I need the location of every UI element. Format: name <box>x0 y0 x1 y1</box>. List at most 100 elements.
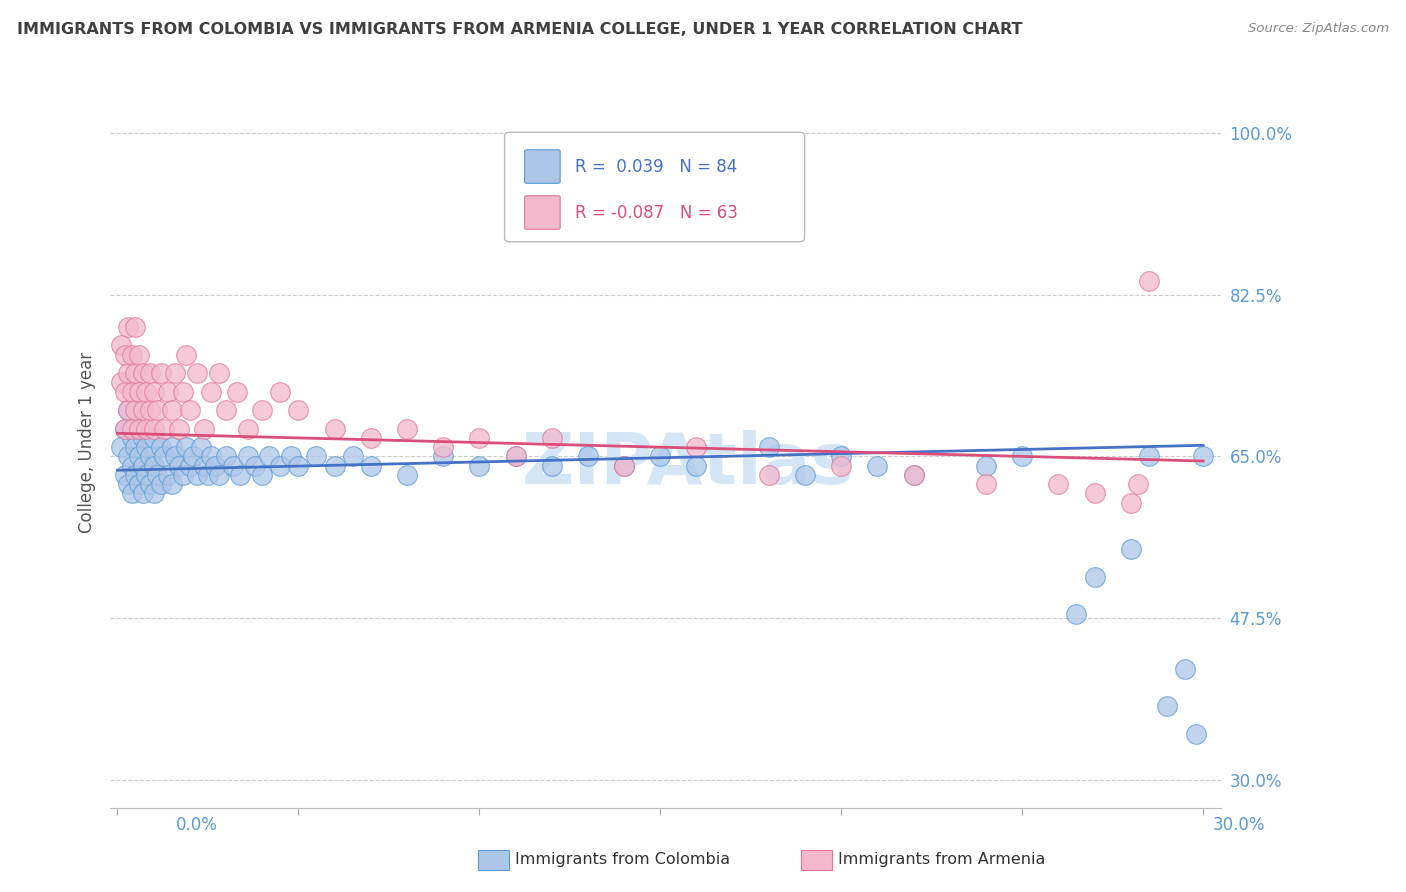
Text: IMMIGRANTS FROM COLOMBIA VS IMMIGRANTS FROM ARMENIA COLLEGE, UNDER 1 YEAR CORREL: IMMIGRANTS FROM COLOMBIA VS IMMIGRANTS F… <box>17 22 1022 37</box>
FancyBboxPatch shape <box>524 195 560 229</box>
Point <box>121 348 143 362</box>
Point <box>146 467 169 482</box>
Point <box>229 467 252 482</box>
Point <box>160 403 183 417</box>
Point <box>114 467 136 482</box>
Point <box>124 366 146 380</box>
Point <box>167 422 190 436</box>
Point <box>117 450 139 464</box>
Point <box>250 467 273 482</box>
Point <box>117 366 139 380</box>
Point <box>193 422 215 436</box>
Point <box>974 458 997 473</box>
Point <box>204 458 226 473</box>
Point <box>1066 607 1088 621</box>
Point <box>576 450 599 464</box>
Point <box>305 450 328 464</box>
Point <box>505 450 527 464</box>
Point <box>280 450 302 464</box>
Point <box>172 467 194 482</box>
Point <box>139 403 162 417</box>
Point <box>124 403 146 417</box>
Point <box>540 458 562 473</box>
Point <box>395 467 418 482</box>
Point <box>197 467 219 482</box>
Point <box>142 422 165 436</box>
Point <box>139 366 162 380</box>
Point <box>208 467 231 482</box>
Point <box>1185 727 1208 741</box>
Point <box>121 431 143 445</box>
Point <box>165 366 187 380</box>
Point <box>183 450 205 464</box>
Point <box>142 458 165 473</box>
Point <box>236 450 259 464</box>
Point <box>160 477 183 491</box>
Point <box>236 422 259 436</box>
Point <box>190 440 212 454</box>
Point <box>132 431 155 445</box>
Point <box>117 403 139 417</box>
Point <box>174 440 197 454</box>
FancyBboxPatch shape <box>505 132 804 242</box>
Point <box>142 431 165 445</box>
Point <box>110 376 132 390</box>
Point <box>117 477 139 491</box>
Text: ZIPAtlas: ZIPAtlas <box>522 430 855 499</box>
Point <box>250 403 273 417</box>
Point <box>139 477 162 491</box>
Point <box>323 422 346 436</box>
Point <box>110 338 132 352</box>
Point <box>128 348 150 362</box>
Point <box>179 458 201 473</box>
Point <box>225 384 247 399</box>
Text: 0.0%: 0.0% <box>176 816 218 834</box>
Point <box>128 422 150 436</box>
Point <box>186 467 208 482</box>
Text: R = -0.087   N = 63: R = -0.087 N = 63 <box>575 203 738 221</box>
Point <box>114 422 136 436</box>
Point <box>124 467 146 482</box>
Point <box>243 458 266 473</box>
Point <box>114 422 136 436</box>
Point <box>160 440 183 454</box>
Point <box>128 384 150 399</box>
Point <box>222 458 245 473</box>
Point <box>685 440 707 454</box>
Point <box>323 458 346 473</box>
Point <box>1084 569 1107 583</box>
Point <box>903 467 925 482</box>
Point <box>1192 450 1215 464</box>
Text: 30.0%: 30.0% <box>1213 816 1265 834</box>
Point <box>395 422 418 436</box>
Point <box>121 384 143 399</box>
Point <box>149 366 172 380</box>
Point <box>1156 698 1178 713</box>
Point <box>505 450 527 464</box>
FancyBboxPatch shape <box>524 150 560 184</box>
Point <box>110 440 132 454</box>
Point <box>1126 477 1149 491</box>
Point <box>114 348 136 362</box>
Text: Immigrants from Colombia: Immigrants from Colombia <box>515 853 730 867</box>
Point <box>142 384 165 399</box>
Point <box>128 422 150 436</box>
Point <box>830 450 852 464</box>
Point <box>193 458 215 473</box>
Point <box>114 384 136 399</box>
Text: R =  0.039   N = 84: R = 0.039 N = 84 <box>575 158 737 176</box>
Point <box>287 403 309 417</box>
Point <box>153 422 176 436</box>
Point <box>269 458 291 473</box>
Point <box>200 384 222 399</box>
Point <box>124 320 146 334</box>
Point <box>121 458 143 473</box>
Point <box>200 450 222 464</box>
Point <box>215 403 238 417</box>
Point <box>174 348 197 362</box>
Point <box>758 440 780 454</box>
Point <box>794 467 817 482</box>
Point <box>208 366 231 380</box>
Point <box>540 431 562 445</box>
Point <box>135 467 157 482</box>
